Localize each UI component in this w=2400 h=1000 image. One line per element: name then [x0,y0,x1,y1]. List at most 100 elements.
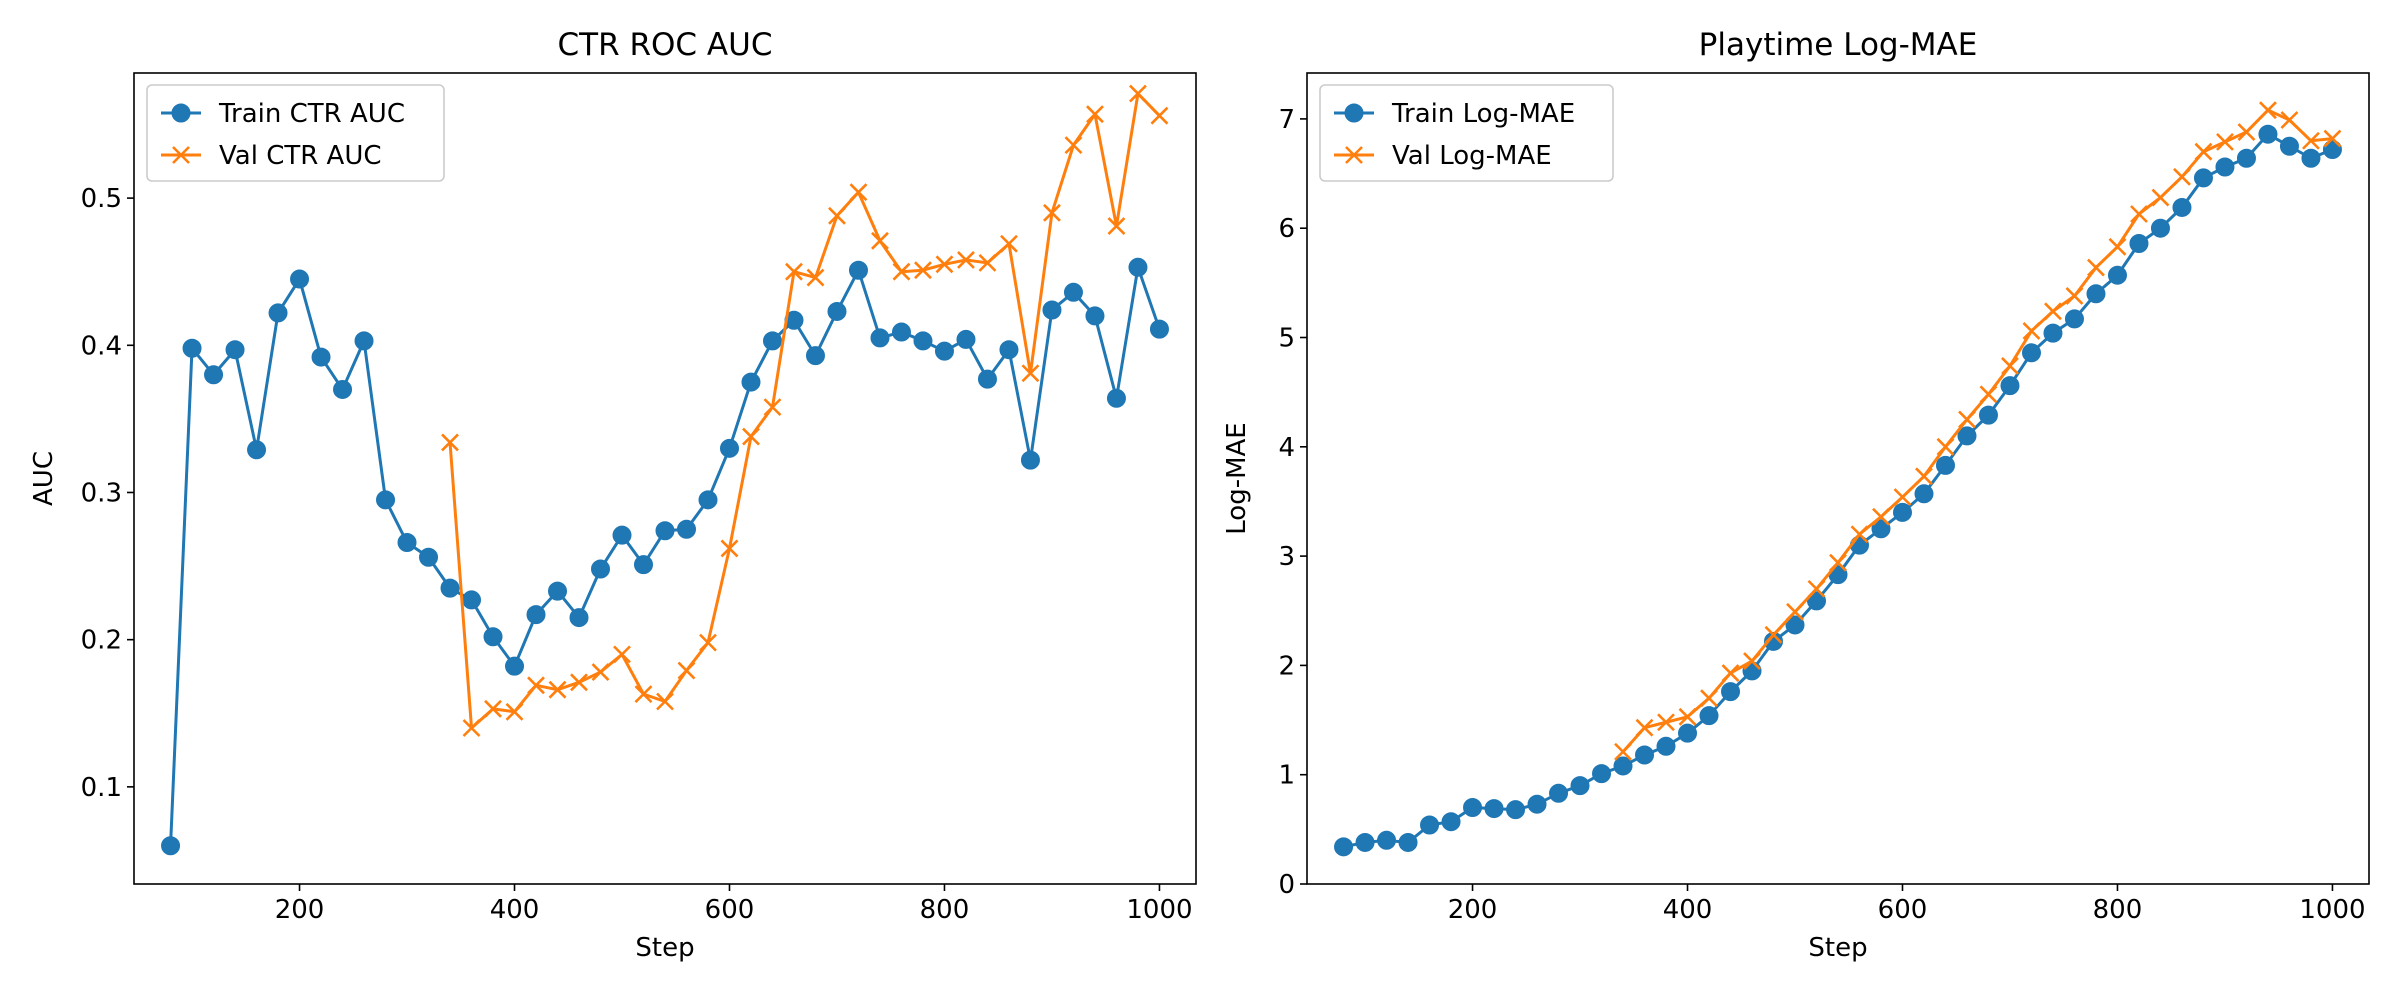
data-point [441,433,459,452]
data-point [2236,148,2256,168]
data-point [1000,234,1018,253]
data-point [1107,217,1126,235]
data-point [1871,519,1891,539]
data-point [397,533,417,553]
y-tick-label: 0.2 [81,626,122,656]
x-tick-label: 400 [1663,895,1713,925]
data-point [720,539,739,558]
data-point [1398,832,1418,852]
data-point [1699,706,1719,726]
data-point [956,329,976,349]
data-point [2150,218,2170,238]
data-point [1129,84,1147,103]
x-tick-label: 600 [1878,895,1928,925]
legend-marker [1345,146,1363,164]
y-tick-label: 3 [1278,542,1295,572]
data-point [2301,148,2321,168]
legend: Train CTR AUC Val CTR AUC [146,84,445,182]
data-point [1149,319,1169,339]
y-tick-label: 0.4 [81,331,122,361]
data-point [1086,105,1104,124]
data-point [978,253,997,272]
data-point [1657,713,1675,732]
data-point [934,341,954,361]
data-point [247,440,267,460]
y-tick-label: 1 [1278,761,1295,791]
data-point [2302,131,2320,150]
data-point [1063,282,1083,302]
data-point [656,692,674,711]
data-point [913,331,933,351]
chart-title: Playtime Log-MAE [1699,27,1978,63]
data-point [1377,830,1397,850]
x-tick-label: 400 [490,895,540,925]
data-point [1957,426,1977,446]
data-point [1893,488,1912,507]
data-point [1678,707,1697,726]
data-point [1549,783,1569,803]
data-point [2001,357,2019,375]
data-point [849,183,868,202]
data-point [1700,689,1718,708]
data-point [1656,736,1676,756]
data-point [1764,631,1784,651]
data-point [762,331,782,351]
data-point [1613,756,1633,776]
data-point [698,490,718,510]
data-point [892,262,911,281]
data-point [376,490,396,510]
x-tick-label: 200 [1448,895,1498,925]
data-point [1334,837,1354,857]
data-point [2258,124,2278,144]
data-point [1743,652,1761,670]
y-tick-label: 0 [1278,870,1295,900]
data-point [1527,794,1547,814]
data-point [2000,376,2020,396]
data-point [1979,385,1998,404]
data-point [957,251,975,269]
data-point [1635,718,1654,737]
data-point [2064,309,2084,329]
data-point [1614,742,1632,761]
data-point [1807,591,1827,611]
x-tick-label: 1000 [2299,895,2365,925]
data-point [655,521,675,541]
data-point [483,627,503,647]
data-point [2044,302,2062,321]
data-point [1678,723,1698,743]
data-point [999,340,1019,360]
data-point [1592,764,1612,784]
data-point [290,269,310,289]
data-point [1936,437,1955,456]
data-point [2151,188,2170,207]
data-point [1721,682,1741,702]
chart-title: CTR ROC AUC [558,27,773,63]
data-point [1850,525,1869,544]
legend-marker [171,103,191,123]
data-point [2280,111,2299,129]
data-point [462,590,482,610]
data-point [2086,284,2106,304]
data-point [1463,797,1483,817]
legend-entry-val: Val CTR AUC [161,141,382,171]
series-line [1621,108,2333,753]
data-point [612,525,632,545]
y-tick-label: 7 [1278,105,1295,135]
data-point [1441,812,1461,832]
data-point [677,661,696,680]
y-tick-label: 0.1 [81,773,122,803]
legend-box [146,84,445,182]
data-point [526,605,546,625]
y-axis-label: AUC [29,451,59,506]
series-train [1334,124,2342,857]
data-point [1420,815,1440,835]
legend-entry-train: Train CTR AUC [161,99,405,129]
data-point [742,427,760,446]
data-point [505,702,524,721]
data-point [161,836,181,856]
data-point [268,303,288,323]
axes-frame [133,72,1197,885]
data-point [1355,832,1375,852]
data-point [1150,106,1169,125]
data-point [1635,745,1655,765]
